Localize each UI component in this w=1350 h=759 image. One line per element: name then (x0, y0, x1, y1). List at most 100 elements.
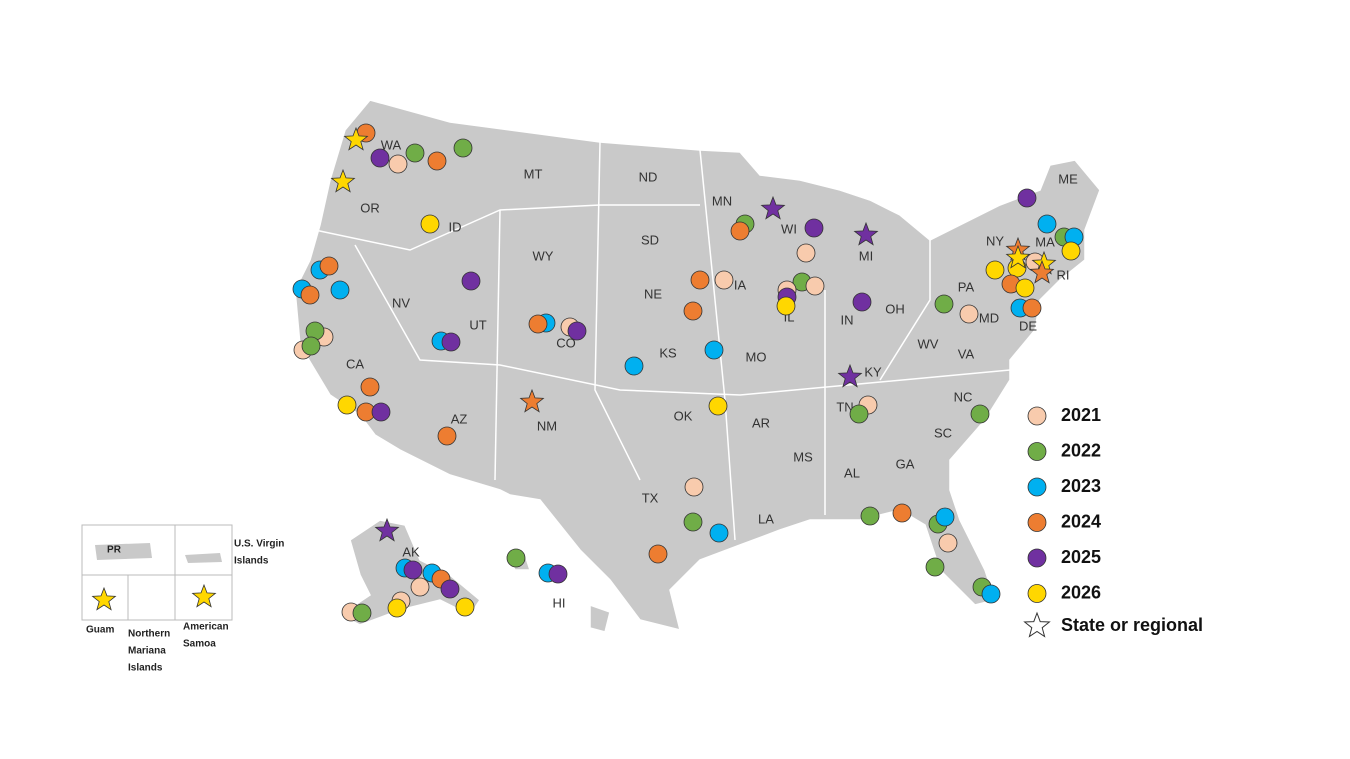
site-marker (440, 579, 460, 599)
site-marker (708, 396, 728, 416)
site-star (374, 517, 400, 542)
state-label: SD (641, 232, 659, 247)
site-marker (690, 270, 710, 290)
legend-swatch (1027, 584, 1047, 603)
site-marker (970, 404, 990, 424)
legend-swatch (1027, 442, 1047, 461)
site-marker (337, 395, 357, 415)
site-marker (461, 271, 481, 291)
site-marker (352, 603, 372, 623)
site-marker (567, 321, 587, 341)
state-label: NE (644, 286, 662, 301)
border (354, 244, 1011, 396)
state-labels: WA OR ID MT ND MN WI MI NY MA RI ME CA NV UT WY SD NE IA IL… (346, 137, 1078, 610)
site-marker (981, 584, 1001, 604)
state-label: KY (864, 364, 882, 379)
site-marker (405, 143, 425, 163)
site-marker (804, 218, 824, 238)
territory-labels: PR U.S. Virgin Islands Guam Northern Mariana I… (86, 539, 284, 674)
state-label: MN (712, 193, 732, 208)
markers (91, 123, 1084, 623)
territory-label: Mariana (128, 646, 166, 657)
site-star (519, 388, 545, 413)
site-star (330, 168, 356, 193)
site-marker (1017, 188, 1037, 208)
legend-label: 2025 (1061, 547, 1101, 567)
site-marker (1022, 298, 1042, 318)
territory-label: Islands (128, 663, 163, 674)
legend-swatch (1027, 406, 1047, 426)
legend-label: 2021 (1061, 405, 1101, 425)
state-label: WI (781, 221, 797, 236)
pr-shape (95, 543, 152, 560)
site-marker (985, 260, 1005, 280)
site-marker (506, 548, 526, 568)
site-marker (453, 138, 473, 158)
site-star (91, 586, 117, 611)
site-marker (319, 256, 339, 276)
state-label: AZ (451, 411, 468, 426)
site-marker (849, 404, 869, 424)
state-label: CO (556, 335, 576, 350)
site-marker (684, 477, 704, 497)
state-label: ID (449, 219, 462, 234)
state-label: TX (642, 490, 659, 505)
site-marker (852, 292, 872, 312)
site-marker (776, 296, 796, 316)
legend: 2021 2022 2023 2024 2025 2026 State or regiona… (1023, 405, 1203, 638)
legend-label: 2024 (1061, 511, 1101, 531)
legend-label: State or regional (1061, 615, 1203, 635)
site-star (343, 126, 369, 151)
state-label: IL (784, 309, 795, 324)
legend-label: 2022 (1061, 440, 1101, 460)
state-label: MI (859, 248, 873, 263)
site-marker (1015, 278, 1035, 298)
site-marker (360, 377, 380, 397)
site-marker (330, 280, 350, 300)
territory-label: Samoa (183, 639, 216, 650)
state-label: CA (346, 356, 364, 371)
site-marker (624, 356, 644, 376)
site-marker (371, 402, 391, 422)
site-marker (925, 557, 945, 577)
state-label: OR (360, 200, 380, 215)
state-label: AL (844, 465, 860, 480)
territory-inset (81, 524, 233, 621)
site-marker (1037, 214, 1057, 234)
legend-swatch (1027, 477, 1047, 497)
state-label: NM (537, 418, 557, 433)
state-label: IA (734, 277, 747, 292)
site-star (837, 363, 863, 388)
state-label: MS (793, 449, 813, 464)
state-label: DE (1019, 318, 1037, 333)
site-marker (370, 148, 390, 168)
site-marker (683, 301, 703, 321)
state-label: IN (841, 312, 854, 327)
site-star (1029, 259, 1055, 284)
site-marker (548, 564, 568, 584)
site-marker (455, 597, 475, 617)
site-marker (403, 560, 423, 580)
state-label: WA (381, 137, 402, 152)
site-marker (388, 154, 408, 174)
site-marker (935, 507, 955, 527)
territory-label: American (183, 622, 229, 633)
state-label: MT (524, 166, 543, 181)
site-marker (301, 336, 321, 356)
state-label: NY (986, 233, 1004, 248)
site-marker (410, 577, 430, 597)
territory-label: Guam (86, 625, 114, 636)
site-marker (441, 332, 461, 352)
state-label: LA (758, 511, 774, 526)
site-star (191, 583, 217, 608)
site-marker (796, 243, 816, 263)
state-borders (314, 141, 1011, 541)
site-marker (420, 214, 440, 234)
state-label: ND (639, 169, 658, 184)
site-star (1005, 244, 1031, 269)
state-label: UT (469, 317, 486, 332)
site-marker (648, 544, 668, 564)
state-label: GA (896, 456, 915, 471)
